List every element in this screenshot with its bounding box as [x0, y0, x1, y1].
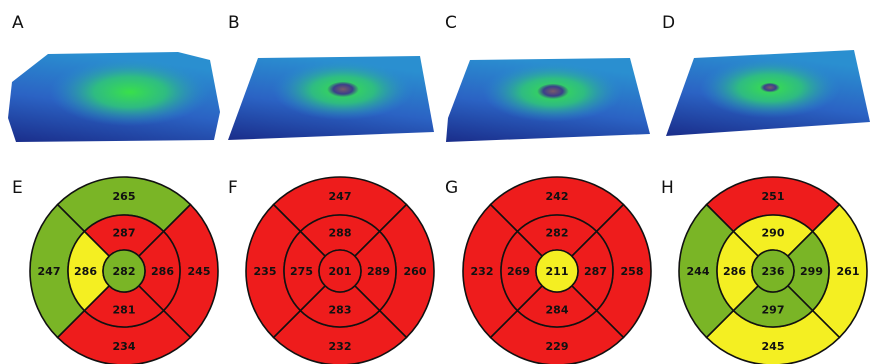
panel-label: D — [662, 13, 675, 33]
sector-value: 281 — [113, 304, 136, 317]
foveal-pit — [537, 84, 569, 100]
sector-value: 288 — [329, 227, 352, 240]
sector-value: 286 — [74, 265, 97, 278]
sector-value: 289 — [367, 265, 390, 278]
sector-value: 282 — [546, 227, 569, 240]
sector-value: 261 — [837, 265, 860, 278]
panel-label: B — [228, 13, 240, 33]
panel-label: E — [12, 178, 23, 198]
sector-value: 232 — [329, 340, 352, 353]
sector-value: 265 — [113, 190, 136, 203]
figure: A B C D E 265 245 234 247 287 286 281 286 282 F 247 260 2… — [0, 0, 882, 364]
sector-value: 229 — [546, 340, 569, 353]
sector-value: 286 — [723, 265, 746, 278]
panel-label: A — [12, 13, 24, 33]
sector-value: 244 — [687, 265, 710, 278]
sector-value: 245 — [762, 340, 785, 353]
sector-value: 242 — [546, 190, 569, 203]
sector-value: 297 — [762, 304, 785, 317]
center-value: 282 — [113, 265, 136, 278]
sector-value: 260 — [404, 265, 427, 278]
center-value: 201 — [329, 265, 352, 278]
panel-label: C — [445, 13, 457, 33]
sector-value: 283 — [329, 304, 352, 317]
surface-glow — [50, 58, 210, 126]
panel-label: F — [228, 178, 238, 198]
sector-value: 247 — [329, 190, 352, 203]
sector-value: 287 — [584, 265, 607, 278]
sector-value: 299 — [800, 265, 823, 278]
sector-value: 275 — [290, 265, 313, 278]
sector-value: 287 — [113, 227, 136, 240]
sector-value: 232 — [471, 265, 494, 278]
sector-value: 290 — [762, 227, 785, 240]
sector-value: 251 — [762, 190, 785, 203]
sector-value: 245 — [188, 265, 211, 278]
sector-value: 284 — [546, 304, 569, 317]
sector-value: 269 — [507, 265, 530, 278]
center-value: 236 — [762, 265, 785, 278]
sector-value: 258 — [621, 265, 644, 278]
panel-label: G — [445, 178, 458, 198]
foveal-pit — [327, 82, 359, 98]
foveal-pit — [760, 83, 780, 93]
panel-label: H — [661, 178, 674, 198]
sector-value: 235 — [254, 265, 277, 278]
center-value: 211 — [546, 265, 569, 278]
sector-value: 286 — [151, 265, 174, 278]
sector-value: 247 — [38, 265, 61, 278]
sector-value: 234 — [113, 340, 136, 353]
